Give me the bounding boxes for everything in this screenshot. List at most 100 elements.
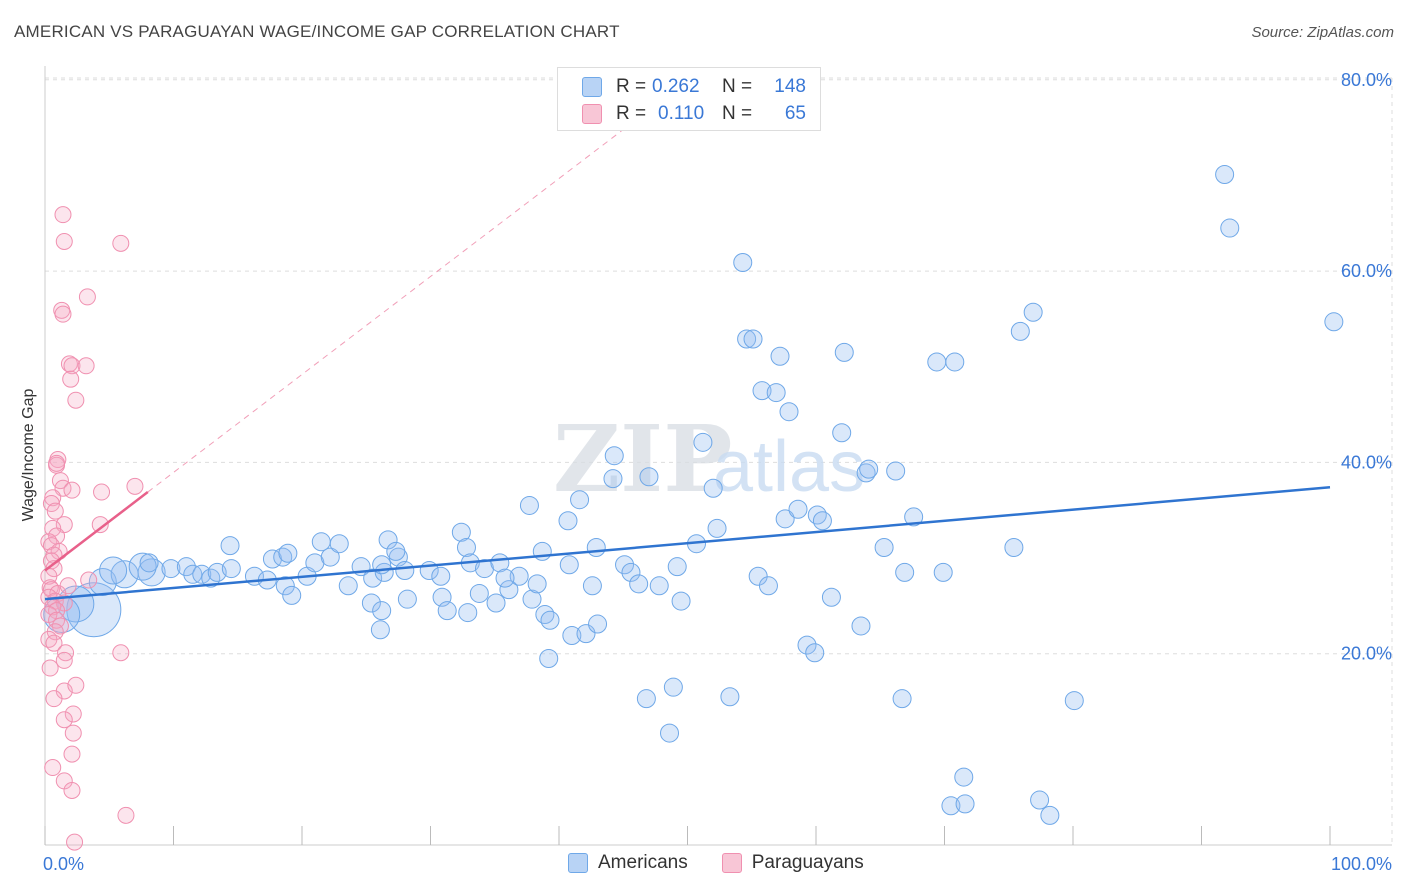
source-label: Source: ZipAtlas.com	[1251, 24, 1394, 41]
american-point	[1023, 302, 1043, 322]
american-point	[282, 585, 302, 605]
bottom-legend: Americans Paraguayans	[568, 852, 898, 874]
paraguayans-points	[40, 206, 144, 851]
american-point	[437, 601, 457, 621]
y-axis-label: Wage/Income Gap	[20, 389, 37, 522]
american-point	[361, 593, 381, 613]
american-point	[671, 591, 691, 611]
american-point	[743, 329, 763, 349]
american-point	[221, 559, 241, 579]
paraguayan-point	[64, 705, 82, 723]
american-point	[535, 604, 555, 624]
paraguayan-point	[63, 481, 81, 499]
watermark-atlas: atlas	[713, 427, 865, 507]
american-point	[586, 538, 606, 558]
american-point	[892, 689, 912, 709]
paraguayan-point	[63, 745, 81, 763]
paraguayan-point	[59, 577, 77, 595]
american-point	[663, 677, 683, 697]
paraguayan-point	[112, 644, 130, 662]
paraguayan-point	[126, 477, 144, 495]
y-tick-label: 40.0%	[1341, 452, 1392, 472]
american-point	[582, 576, 602, 596]
american-point	[139, 553, 159, 573]
paraguayan-point	[63, 357, 81, 375]
american-point	[522, 589, 542, 609]
american-point	[904, 507, 924, 527]
paraguayan-point	[67, 676, 85, 694]
legend-n-value: 65	[784, 103, 806, 124]
bottom-legend-swatch-americans	[568, 853, 588, 873]
legend-n-label: N =	[722, 76, 753, 97]
american-point	[99, 556, 128, 585]
american-point	[395, 560, 415, 580]
paraguayan-point	[54, 206, 72, 224]
paraguayan-point	[44, 519, 62, 537]
american-point	[469, 583, 489, 603]
legend-r-label: R =	[616, 76, 647, 97]
american-point	[451, 522, 471, 542]
paraguayan-point	[78, 288, 96, 306]
american-point	[559, 555, 579, 575]
legend-n-label: N =	[722, 103, 753, 124]
american-point	[758, 576, 778, 596]
paraguayan-point	[42, 495, 60, 513]
american-point	[821, 587, 841, 607]
american-point	[933, 562, 953, 582]
american-point	[363, 568, 383, 588]
american-point	[458, 603, 478, 623]
american-point	[941, 796, 961, 816]
american-point	[1030, 790, 1050, 810]
american-point	[329, 534, 349, 554]
legend-n-value: 148	[774, 76, 806, 97]
american-point	[273, 547, 293, 567]
american-point	[720, 687, 740, 707]
american-point	[88, 567, 117, 596]
american-point	[927, 352, 947, 372]
legend-r-value: 0.110	[658, 103, 705, 124]
american-point	[161, 559, 181, 579]
bottom-legend-americans: Americans	[568, 852, 688, 874]
paraguayan-point	[80, 571, 98, 589]
axes	[44, 66, 1392, 846]
y-tick-label: 80.0%	[1341, 70, 1392, 90]
bottom-legend-paraguayans: Paraguayans	[721, 852, 864, 874]
chart-title: AMERICAN VS PARAGUAYAN WAGE/INCOME GAP C…	[14, 22, 620, 41]
american-point	[378, 530, 398, 550]
american-point	[874, 538, 894, 558]
american-point	[604, 446, 624, 466]
american-point	[320, 547, 340, 567]
paraguayan-point	[64, 724, 82, 742]
americans-trend-line	[44, 486, 1331, 601]
paraguayan-point	[55, 711, 73, 729]
american-point	[629, 574, 649, 594]
legend-r-value: 0.262	[652, 76, 700, 97]
legend-r-label: R =	[616, 103, 647, 124]
american-point	[278, 543, 298, 563]
american-point	[737, 329, 757, 349]
american-point	[1010, 321, 1030, 341]
y-tick-label: 20.0%	[1341, 644, 1392, 664]
american-point	[220, 536, 240, 556]
american-point	[805, 643, 825, 663]
american-point	[615, 555, 635, 575]
american-point	[499, 580, 519, 600]
y-tick-label: 60.0%	[1341, 261, 1392, 281]
american-point	[703, 478, 723, 498]
paraguayan-point	[55, 232, 73, 250]
american-point	[660, 723, 680, 743]
americans-points	[43, 164, 1344, 825]
american-point	[456, 538, 476, 558]
american-point	[895, 562, 915, 582]
american-point	[748, 566, 768, 586]
american-point	[137, 558, 166, 587]
bottom-legend-label-americans: Americans	[598, 852, 688, 873]
american-point	[570, 490, 590, 510]
american-point	[519, 495, 539, 515]
american-point	[955, 794, 975, 814]
american-point	[797, 635, 817, 655]
paraguayan-point	[62, 370, 80, 388]
american-point	[779, 402, 799, 422]
american-point	[770, 346, 790, 366]
